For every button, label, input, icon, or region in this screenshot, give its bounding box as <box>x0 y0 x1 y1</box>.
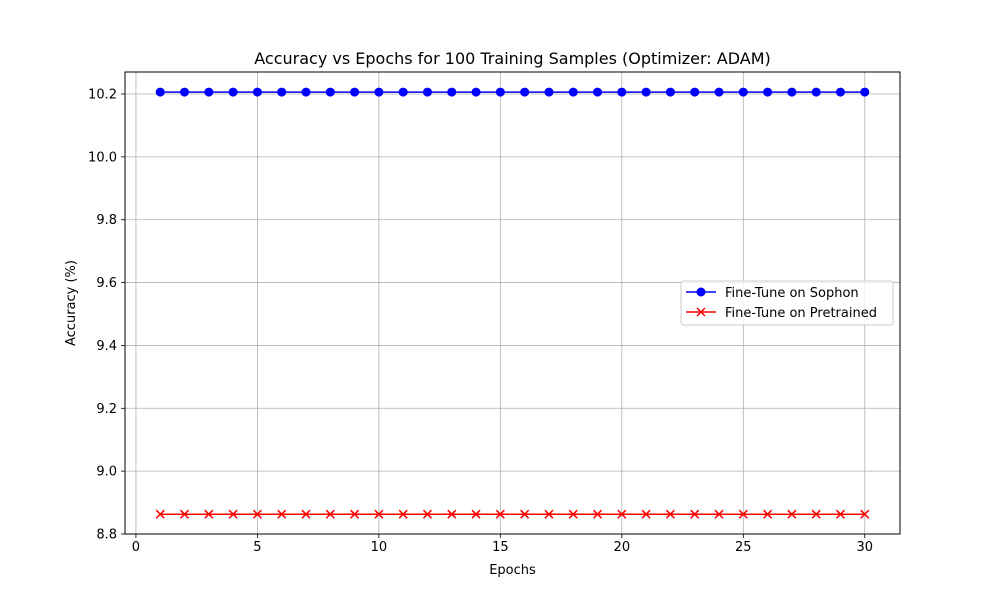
data-point-fine-tune-on-sophon <box>228 87 238 97</box>
y-tick-label: 9.0 <box>96 465 117 480</box>
y-tick-label: 8.8 <box>96 528 117 543</box>
data-point-fine-tune-on-pretrained <box>544 509 554 519</box>
data-point-fine-tune-on-sophon <box>665 87 675 97</box>
data-point-fine-tune-on-pretrained <box>568 509 578 519</box>
data-point-fine-tune-on-sophon <box>787 87 797 97</box>
data-point-fine-tune-on-pretrained <box>398 509 408 519</box>
legend: Fine-Tune on Sophon Fine-Tune on Pretrai… <box>680 280 894 326</box>
data-point-fine-tune-on-sophon <box>447 87 457 97</box>
data-point-fine-tune-on-pretrained <box>301 509 311 519</box>
data-point-fine-tune-on-sophon <box>422 87 432 97</box>
y-tick-label: 9.4 <box>96 339 117 354</box>
series-layer <box>155 87 870 519</box>
data-point-fine-tune-on-sophon <box>763 87 773 97</box>
axes: 0 5 10 15 20 25 30 8.8 9.0 9.2 9.4 9.6 9.8 10.0 10.2 <box>88 88 873 556</box>
data-point-fine-tune-on-sophon <box>690 87 700 97</box>
data-point-fine-tune-on-pretrained <box>835 509 846 519</box>
x-tick-label: 0 <box>132 540 140 555</box>
data-point-fine-tune-on-pretrained <box>495 509 505 519</box>
data-point-fine-tune-on-pretrained <box>714 509 724 519</box>
data-point-fine-tune-on-pretrained <box>811 509 821 519</box>
data-point-fine-tune-on-pretrained <box>422 509 432 519</box>
data-point-fine-tune-on-pretrained <box>520 509 530 519</box>
data-point-fine-tune-on-sophon <box>544 87 554 97</box>
data-point-fine-tune-on-pretrained <box>665 509 675 519</box>
y-axis-label: Accuracy (%) <box>64 260 79 346</box>
data-point-fine-tune-on-pretrained <box>350 509 360 519</box>
data-point-fine-tune-on-pretrained <box>447 509 457 519</box>
data-point-fine-tune-on-sophon <box>374 87 384 97</box>
data-point-fine-tune-on-pretrained <box>252 509 262 519</box>
legend-box <box>680 280 894 326</box>
x-tick-label: 25 <box>735 540 752 555</box>
data-point-fine-tune-on-sophon <box>593 87 603 97</box>
data-point-fine-tune-on-pretrained <box>277 509 287 519</box>
y-tick-label: 10.0 <box>88 150 117 165</box>
data-point-fine-tune-on-sophon <box>495 87 505 97</box>
data-point-fine-tune-on-pretrained <box>617 509 627 519</box>
data-point-fine-tune-on-pretrained <box>690 509 700 519</box>
data-point-fine-tune-on-pretrained <box>641 509 651 519</box>
x-tick-label: 30 <box>856 540 873 555</box>
y-tick-label: 9.8 <box>96 213 117 228</box>
x-axis-label: Epochs <box>489 563 536 578</box>
data-point-fine-tune-on-sophon <box>714 87 724 97</box>
data-point-fine-tune-on-pretrained <box>325 509 335 519</box>
data-point-fine-tune-on-sophon <box>301 87 311 97</box>
data-point-fine-tune-on-pretrained <box>155 509 165 519</box>
data-point-fine-tune-on-sophon <box>350 87 360 97</box>
data-point-fine-tune-on-pretrained <box>763 509 773 519</box>
data-point-fine-tune-on-pretrained <box>374 509 384 519</box>
plot-frame <box>124 71 901 535</box>
data-point-fine-tune-on-sophon <box>180 87 190 97</box>
chart-title: Accuracy vs Epochs for 100 Training Samp… <box>254 49 771 68</box>
data-point-fine-tune-on-sophon <box>568 87 578 97</box>
legend-sophon-label: Fine-Tune on Sophon <box>725 286 859 301</box>
data-point-fine-tune-on-sophon <box>617 87 627 97</box>
legend-sophon-marker <box>696 287 706 297</box>
data-point-fine-tune-on-sophon <box>252 87 262 97</box>
data-point-fine-tune-on-sophon <box>155 87 165 97</box>
data-point-fine-tune-on-pretrained <box>204 509 214 519</box>
data-point-fine-tune-on-sophon <box>398 87 408 97</box>
data-point-fine-tune-on-sophon <box>811 87 821 97</box>
data-point-fine-tune-on-pretrained <box>787 509 797 519</box>
data-point-fine-tune-on-pretrained <box>228 509 238 519</box>
data-point-fine-tune-on-sophon <box>641 87 651 97</box>
x-tick-label: 5 <box>253 540 261 555</box>
data-point-fine-tune-on-sophon <box>835 87 845 97</box>
data-point-fine-tune-on-pretrained <box>179 509 190 519</box>
y-tick-label: 9.2 <box>96 402 117 417</box>
y-tick-label: 9.6 <box>96 276 117 291</box>
x-tick-label: 10 <box>371 540 388 555</box>
data-point-fine-tune-on-pretrained <box>738 509 748 519</box>
data-point-fine-tune-on-sophon <box>860 87 870 97</box>
data-point-fine-tune-on-sophon <box>520 87 530 97</box>
legend-pretrained-label: Fine-Tune on Pretrained <box>725 306 877 321</box>
x-tick-label: 15 <box>492 540 509 555</box>
data-point-fine-tune-on-pretrained <box>471 509 481 519</box>
data-point-fine-tune-on-pretrained <box>593 509 603 519</box>
data-point-fine-tune-on-sophon <box>471 87 481 97</box>
x-tick-label: 20 <box>614 540 631 555</box>
data-point-fine-tune-on-sophon <box>325 87 335 97</box>
data-point-fine-tune-on-sophon <box>738 87 748 97</box>
data-point-fine-tune-on-sophon <box>204 87 214 97</box>
data-point-fine-tune-on-sophon <box>277 87 287 97</box>
legend-pretrained-marker <box>696 307 706 317</box>
data-point-fine-tune-on-pretrained <box>860 509 870 519</box>
y-tick-label: 10.2 <box>88 88 117 103</box>
